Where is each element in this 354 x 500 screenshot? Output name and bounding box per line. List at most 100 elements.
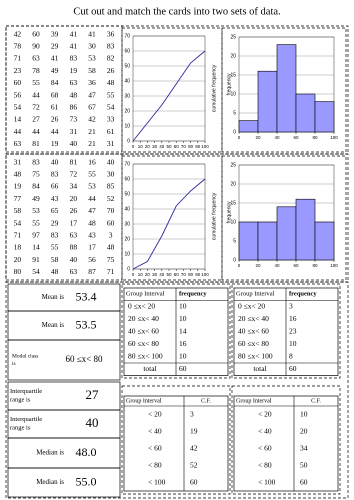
x-tick-label: 40	[159, 144, 165, 149]
grid-number: 58	[14, 206, 22, 215]
y-tick-label: 50	[124, 63, 130, 69]
total-value: 60	[179, 364, 187, 373]
grid-number: 73	[70, 115, 78, 124]
grid-number: 80	[14, 267, 22, 276]
cut-line	[5, 153, 123, 281]
plot-frame	[132, 163, 206, 270]
y-tick-label: 60	[124, 176, 130, 182]
histogram-bar	[238, 221, 259, 261]
grid-number: 41	[88, 29, 96, 38]
grid-number: 54	[14, 103, 22, 112]
interval: 60 ≤x< 80	[128, 339, 159, 348]
y-tick-label: 10	[230, 219, 236, 225]
x-tick-label: 100	[201, 272, 209, 277]
grid-number: 66	[51, 182, 59, 191]
grid-number: 48	[14, 170, 22, 179]
frequency: 3	[289, 301, 293, 310]
cf-value: 50	[300, 461, 308, 470]
grid-number: 48	[107, 78, 115, 87]
grid-number: 48	[107, 243, 115, 252]
x-tick-label: 60	[174, 272, 180, 277]
cut-line	[221, 155, 347, 281]
frequency: 23	[289, 326, 297, 335]
x-tick-label: 0	[132, 272, 135, 277]
table-header: frequency	[289, 291, 317, 298]
card-label: is	[12, 361, 16, 367]
cf-value: 52	[190, 461, 198, 470]
card-value: 60 ≤x< 80	[65, 354, 103, 364]
x-tick-label: 80	[188, 144, 194, 149]
interval: 0 ≤x< 20	[238, 301, 265, 310]
grid-number: 84	[32, 182, 40, 191]
grid-number: 63	[70, 78, 78, 87]
interval: 0 ≤x< 20	[128, 301, 155, 310]
x-tick-label: 20	[145, 144, 151, 149]
x-tick-label: 60	[293, 263, 299, 268]
grid-number: 40	[70, 139, 78, 148]
grid-number: 63	[14, 139, 22, 148]
histogram-bar	[295, 198, 316, 261]
cut-line	[231, 385, 341, 495]
interval: 40 ≤x< 60	[128, 326, 159, 335]
grid-number: 18	[14, 243, 22, 252]
histogram-bar	[257, 221, 278, 261]
grid-number: 63	[70, 267, 78, 276]
histogram-bar	[276, 44, 297, 133]
grid-number: 53	[32, 206, 40, 215]
cut-line	[221, 27, 347, 153]
grid-number: 77	[14, 194, 22, 203]
grid-number: 19	[70, 66, 78, 75]
grid-number: 40	[51, 157, 59, 166]
grid-number: 60	[32, 29, 40, 38]
grid-number: 36	[107, 29, 115, 38]
grid-number: 41	[51, 54, 59, 63]
grid-number: 72	[32, 103, 40, 112]
grid-number: 21	[88, 127, 96, 136]
cut-line	[5, 281, 349, 499]
y-tick-label: 50	[124, 191, 130, 197]
table-header: Group Interval	[126, 398, 162, 404]
cf-interval: < 80	[258, 461, 272, 470]
x-tick-label: 50	[166, 272, 172, 277]
grid-number: 30	[88, 42, 96, 51]
cf-value: 60	[300, 478, 308, 487]
grid-number: 81	[32, 139, 40, 148]
grid-number: 55	[32, 218, 40, 227]
y-tick-label: 0	[233, 129, 236, 135]
y-tick-label: 30	[124, 93, 130, 99]
table-header: C.F.	[201, 398, 211, 404]
grid-number: 34	[70, 182, 78, 191]
x-tick-label: 50	[166, 144, 172, 149]
cf-value: 3	[190, 410, 194, 419]
x-tick-label: 30	[152, 144, 158, 149]
card-label: Modal class	[12, 354, 38, 360]
y-tick-label: 30	[124, 221, 130, 227]
grid-number: 48	[88, 218, 96, 227]
x-tick-label: 80	[312, 263, 318, 268]
grid-number: 53	[88, 182, 96, 191]
cut-line	[121, 27, 223, 153]
x-tick-label: 0	[238, 263, 241, 268]
grid-number: 44	[51, 127, 59, 136]
grid-number: 81	[70, 157, 78, 166]
grid-number: 41	[70, 42, 78, 51]
cf-value: 19	[190, 427, 198, 436]
grid-number: 14	[32, 243, 40, 252]
grid-number: 19	[51, 139, 59, 148]
grid-number: 21	[88, 139, 96, 148]
grid-number: 48	[70, 90, 78, 99]
grid-number: 71	[14, 231, 22, 240]
grid-number: 20	[70, 194, 78, 203]
y-tick-label: 20	[230, 53, 236, 59]
grid-number: 83	[70, 54, 78, 63]
grid-number: 26	[70, 206, 78, 215]
grid-number: 26	[107, 66, 115, 75]
grid-number: 47	[88, 206, 96, 215]
y-tick-label: 20	[230, 181, 236, 187]
grid-number: 58	[51, 255, 59, 264]
y-tick-label: 10	[124, 251, 130, 257]
grid-number: 52	[107, 194, 115, 203]
cut-line	[121, 385, 231, 495]
plot-frame	[132, 35, 206, 142]
y-tick-label: 10	[124, 123, 130, 129]
